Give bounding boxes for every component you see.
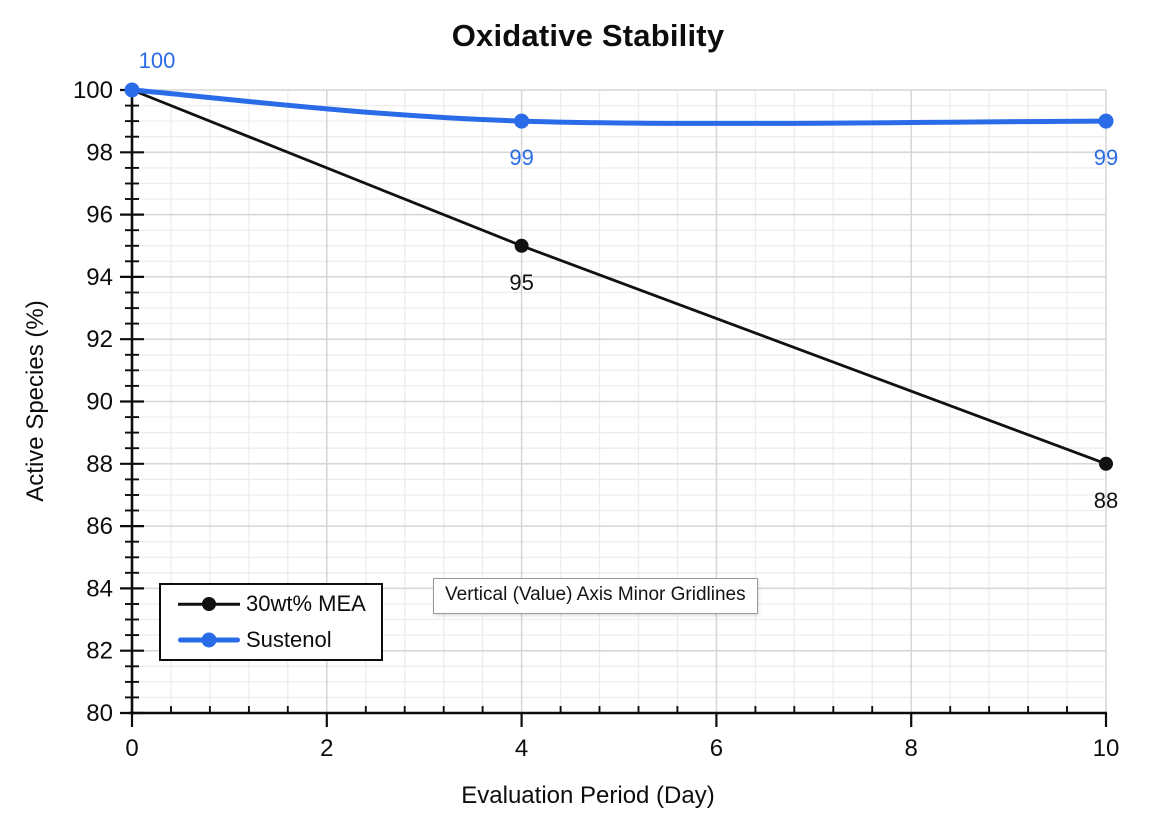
svg-text:88: 88	[86, 451, 113, 478]
svg-text:4: 4	[515, 735, 528, 762]
svg-text:0: 0	[125, 735, 138, 762]
y-tick-labels: 80 82 84 86 88 90 92 94 96 98 100	[73, 77, 113, 727]
svg-text:94: 94	[86, 264, 113, 291]
sustenol-line-marker-icon	[178, 631, 240, 649]
svg-text:80: 80	[86, 700, 113, 727]
svg-text:99: 99	[1094, 145, 1118, 170]
svg-text:2: 2	[320, 735, 333, 762]
x-tick-labels: 0 2 4 6 8 10	[125, 735, 1119, 762]
svg-text:100: 100	[73, 77, 113, 104]
svg-text:96: 96	[86, 202, 113, 229]
svg-text:100: 100	[139, 48, 176, 73]
svg-text:8: 8	[905, 735, 918, 762]
svg-text:84: 84	[86, 575, 113, 602]
svg-text:92: 92	[86, 326, 113, 353]
svg-text:86: 86	[86, 513, 113, 540]
legend-label-mea: 30wt% MEA	[246, 591, 366, 616]
svg-text:90: 90	[86, 389, 113, 416]
svg-text:6: 6	[710, 735, 723, 762]
svg-text:95: 95	[509, 270, 533, 295]
legend-item-sustenol[interactable]: Sustenol	[178, 627, 381, 652]
svg-text:88: 88	[1094, 488, 1118, 513]
legend-label-sustenol: Sustenol	[246, 627, 332, 652]
chart-title: Oxidative Stability	[451, 18, 725, 53]
x-axis-title: Evaluation Period (Day)	[461, 782, 715, 809]
svg-text:82: 82	[86, 638, 113, 665]
svg-text:98: 98	[86, 139, 113, 166]
legend-box[interactable]: 30wt% MEA Sustenol	[159, 583, 383, 661]
svg-text:10: 10	[1093, 735, 1120, 762]
series-data-labels-0: 95 88	[509, 270, 1118, 513]
axis-minor-gridlines-tooltip: Vertical (Value) Axis Minor Gridlines	[433, 578, 758, 614]
mea-line-marker-icon	[178, 595, 240, 613]
series-line-1[interactable]	[124, 82, 1114, 129]
series-data-labels-1: 100 99 99	[139, 48, 1119, 170]
legend-item-mea[interactable]: 30wt% MEA	[178, 591, 381, 616]
svg-text:99: 99	[509, 145, 533, 170]
axes	[129, 87, 1107, 715]
